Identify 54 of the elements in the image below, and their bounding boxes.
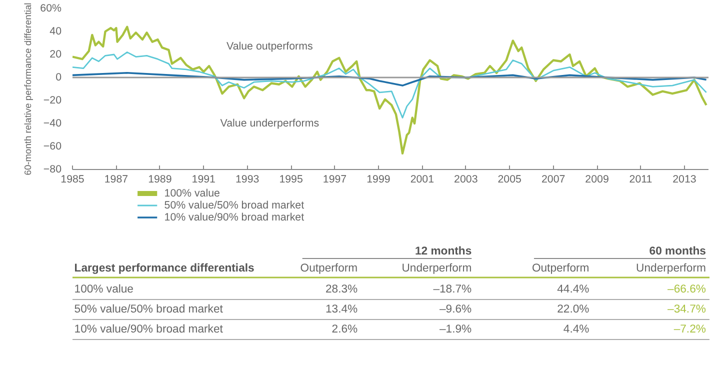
x-tick-label: 1997 <box>322 174 347 186</box>
y-tick-label: −20 <box>43 94 62 106</box>
x-tick-label: 2005 <box>498 174 522 186</box>
x-tick-label: 1989 <box>148 174 172 186</box>
y-tick-label: 0 <box>56 72 62 84</box>
x-tick-label: 1987 <box>104 174 128 186</box>
y-tick-label: −80 <box>43 164 62 176</box>
legend-label: Outperform <box>532 262 590 274</box>
legend-label: Underperform <box>402 262 472 274</box>
y-tick-label: 20 <box>50 48 62 60</box>
x-tick-label: 1999 <box>366 174 390 186</box>
data-label: –1.9% <box>440 324 472 336</box>
data-label: 2.6% <box>332 324 358 336</box>
text: Underperform <box>636 262 706 274</box>
legend-label: 10% value/90% broad market <box>164 212 304 224</box>
legend-label: 100% value <box>164 188 220 200</box>
y-axis-title: 60-month relative performance differential <box>23 2 34 176</box>
data-label: –34.7% <box>668 304 706 316</box>
y-tick-label: −60 <box>43 140 62 152</box>
data-label: 4.4% <box>563 324 590 336</box>
x-tick-label: 2009 <box>585 174 609 186</box>
data-label: –18.7% <box>433 284 472 296</box>
data-label: –9.6% <box>440 304 472 316</box>
category-label: 10% value/90% broad market <box>74 324 224 336</box>
y-tick-label: 60% <box>40 2 62 14</box>
x-tick-label: 2011 <box>629 174 652 186</box>
category-label: 50% value/50% broad market <box>74 304 224 316</box>
y-tick-label: −40 <box>43 118 62 130</box>
annotation: Value underperforms <box>220 118 320 130</box>
legend-label: 50% value/50% broad market <box>164 200 304 212</box>
line-series <box>72 52 708 118</box>
line-series <box>72 26 708 154</box>
line-series <box>72 72 708 86</box>
text: Largest performance differentials <box>74 262 254 274</box>
x-tick-label: 2003 <box>454 174 478 186</box>
x-tick-label: 2001 <box>410 174 434 186</box>
data-label: 28.3% <box>325 284 358 296</box>
text: 60 months <box>649 246 706 258</box>
legend-label: Outperform <box>300 262 358 274</box>
data-label: 44.4% <box>557 284 590 296</box>
x-tick-label: 1985 <box>60 174 84 186</box>
annotation: Value outperforms <box>226 40 313 52</box>
data-label: 22.0% <box>557 304 590 316</box>
x-tick-label: 2007 <box>541 174 566 186</box>
y-tick-label: 40 <box>50 26 62 38</box>
x-tick-label: 1995 <box>279 174 303 186</box>
x-tick-label: 1993 <box>235 174 260 186</box>
data-label: –7.2% <box>674 324 706 336</box>
data-label: –66.6% <box>668 284 706 296</box>
data-label: 13.4% <box>325 304 358 316</box>
x-tick-label: 2013 <box>672 174 696 186</box>
text: 12 months <box>414 246 472 258</box>
x-tick-label: 1991 <box>192 174 216 186</box>
category-label: 100% value <box>74 284 134 296</box>
